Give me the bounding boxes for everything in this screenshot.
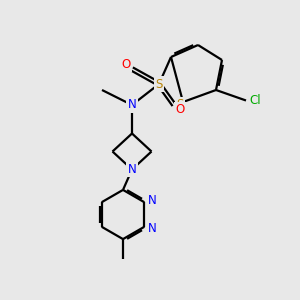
- Text: O: O: [176, 103, 184, 116]
- Text: N: N: [147, 194, 156, 207]
- Text: Cl: Cl: [249, 94, 261, 107]
- Text: N: N: [148, 222, 157, 235]
- Text: S: S: [155, 77, 163, 91]
- Text: S: S: [176, 98, 184, 112]
- Text: N: N: [128, 163, 136, 176]
- Text: N: N: [128, 98, 136, 112]
- Text: O: O: [122, 58, 130, 71]
